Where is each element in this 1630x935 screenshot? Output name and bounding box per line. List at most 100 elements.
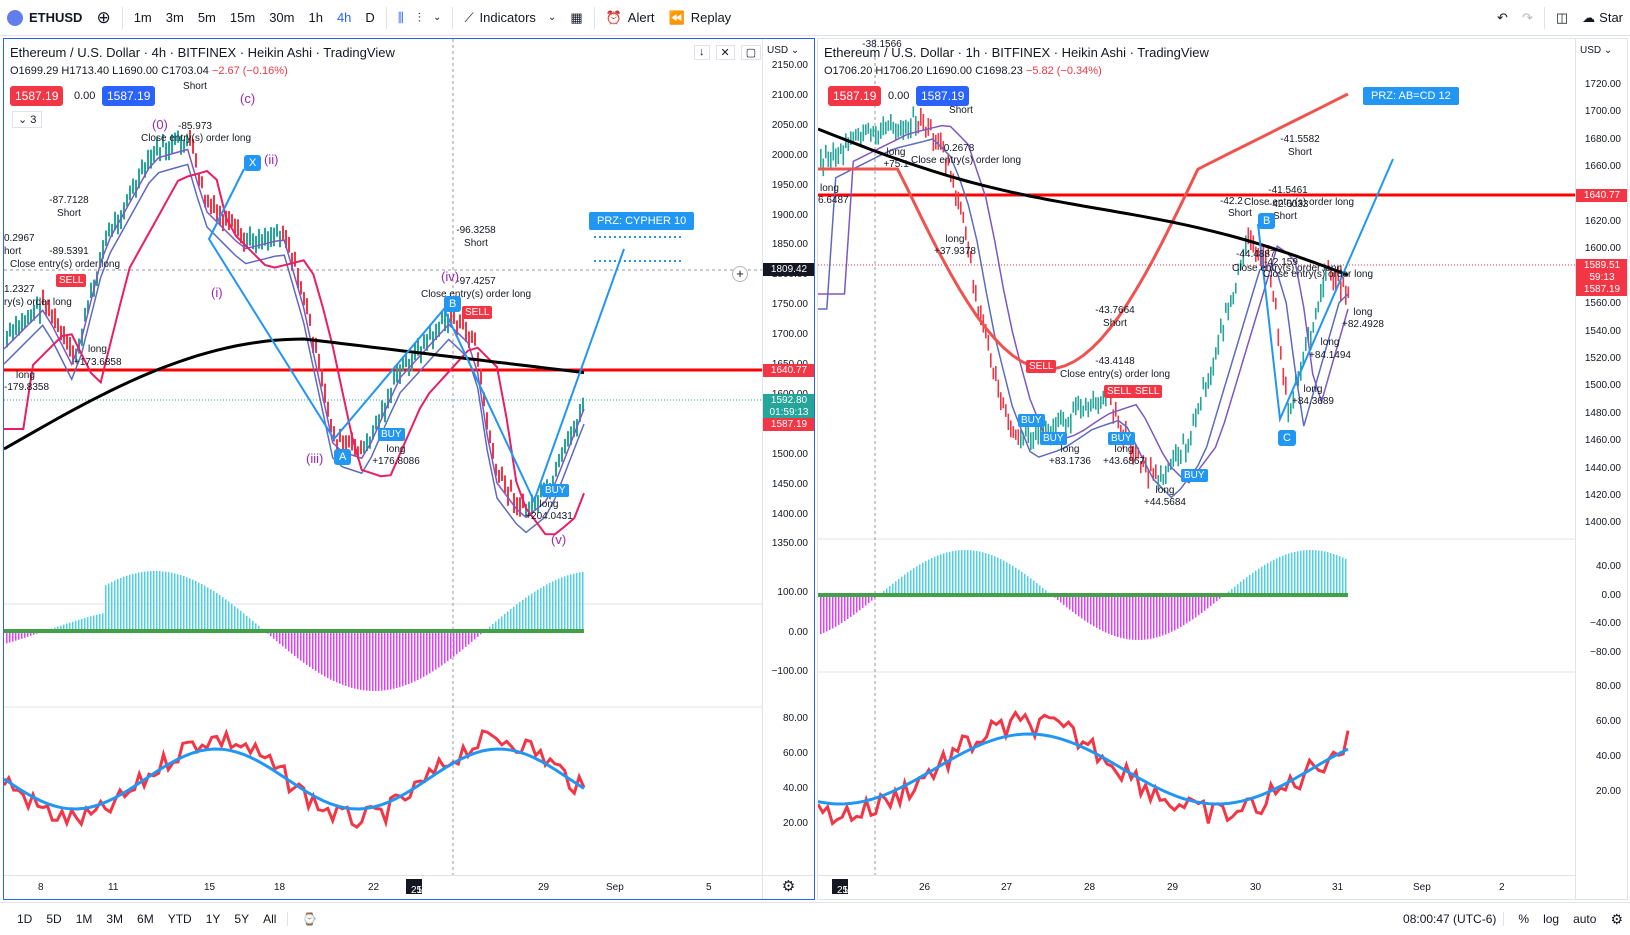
candle [1070, 413, 1072, 434]
buy-price-button[interactable]: 1587.19 [916, 86, 970, 106]
pattern-point-b[interactable]: B [444, 296, 462, 312]
candle [1157, 474, 1160, 491]
candle [1212, 357, 1215, 376]
crosshair-date: 25 Aug '22 [411, 885, 429, 899]
histogram-bar [120, 577, 122, 631]
left-chart-canvas[interactable] [4, 39, 815, 900]
histogram-bar [1015, 567, 1017, 595]
interval-3m[interactable]: 3m [165, 10, 184, 25]
add-alert-icon[interactable]: + [732, 266, 748, 282]
candle [1032, 431, 1035, 449]
symbol-search[interactable]: ETHUSD [0, 0, 89, 36]
candle [1185, 443, 1187, 463]
annotation: Short [57, 208, 81, 219]
layouts-button[interactable]: ▦ [563, 0, 589, 36]
annotation: +176.8086 [372, 456, 420, 467]
candle [126, 194, 128, 207]
currency-selector[interactable]: USD ⌄ [767, 45, 800, 56]
settings-gear-icon[interactable]: ⚙ [1610, 910, 1623, 927]
left-chart-pane[interactable]: Ethereum / U.S. Dollar · 4h · BITFINEX ·… [3, 38, 815, 900]
arrow-down-icon[interactable]: ↓ [694, 45, 710, 60]
candle [513, 493, 515, 514]
range-3m[interactable]: 3M [106, 912, 124, 926]
close-icon[interactable]: ✕ [715, 45, 735, 60]
indicators-button[interactable]: ⟋ Indicators ⌄ [457, 0, 563, 36]
maximize-icon[interactable]: ▢ [740, 45, 762, 60]
right-chart-canvas[interactable] [818, 39, 1628, 900]
right-chart-pane[interactable]: Ethereum / U.S. Dollar · 1h · BITFINEX ·… [817, 38, 1628, 900]
candle [840, 143, 842, 154]
interval-d[interactable]: D [365, 10, 375, 25]
candle [1140, 460, 1142, 474]
histogram-bar [57, 626, 59, 631]
candle [570, 426, 572, 445]
log-toggle[interactable]: log [1543, 912, 1560, 926]
histogram-bar [24, 631, 26, 638]
candle [997, 379, 1000, 398]
auto-toggle[interactable]: auto [1573, 912, 1597, 926]
alert-button[interactable]: ⏰ Alert [599, 0, 662, 36]
chart-type-button[interactable]: ⫶ ⌄ [411, 0, 449, 36]
candle [333, 426, 335, 442]
range-5d[interactable]: 5D [46, 912, 62, 926]
candle [453, 311, 455, 324]
histogram-bar [1066, 595, 1068, 608]
prz-label[interactable]: PRZ: CYPHER 10 [589, 212, 695, 230]
date-range-button[interactable]: ⌚ [287, 912, 324, 926]
prz-label[interactable]: PRZ: AB=CD 12 [1363, 87, 1459, 105]
interval-15m[interactable]: 15m [229, 10, 256, 25]
interval-1h[interactable]: 1h [308, 10, 323, 25]
replay-button[interactable]: ⏪ Replay [662, 0, 739, 36]
ohlc-high: H1713.40 [61, 65, 110, 77]
range-5y[interactable]: 5Y [234, 912, 250, 926]
buy-price-button[interactable]: 1587.19 [102, 86, 156, 106]
candle [960, 201, 962, 215]
pattern-point-c[interactable]: C [1278, 430, 1296, 446]
layout-split-button[interactable]: ◫ [1549, 0, 1575, 36]
pattern-point-a[interactable]: A [334, 449, 352, 465]
pattern-point-x[interactable]: X [244, 155, 262, 171]
annotation: +37.9378 [934, 246, 976, 257]
annotation: Close entry(s) order long [1059, 369, 1171, 380]
interval-30m[interactable]: 30m [269, 10, 295, 25]
histogram-bar [153, 571, 155, 631]
range-1m[interactable]: 1M [75, 912, 93, 926]
percent-toggle[interactable]: % [1503, 912, 1536, 926]
sell-price-button[interactable]: 1587.19 [10, 86, 64, 106]
candle [1317, 301, 1320, 313]
range-6m[interactable]: 6M [137, 912, 154, 926]
candle [360, 440, 362, 455]
right-time-axis[interactable]: 25 Aug '22 10:00 26 27 28 29 30 31 Sep 2 [818, 875, 1575, 899]
compare-button[interactable]: ⊕ [89, 0, 117, 36]
right-price-axis[interactable]: USD ⌄ 1720.001700.001680.001660.001640.0… [1575, 39, 1627, 899]
start-button[interactable]: ☁ Star [1575, 0, 1630, 36]
sell-price-button[interactable]: 1587.19 [828, 86, 882, 106]
candle [850, 131, 852, 145]
candle [1005, 404, 1007, 417]
interval-4h[interactable]: 4h [336, 10, 352, 25]
settings-gear-icon[interactable]: ⚙ [762, 875, 814, 899]
candle [531, 494, 533, 515]
histogram-bar [333, 631, 335, 682]
range-ytd[interactable]: YTD [167, 912, 192, 926]
redo-button[interactable]: ↷ [1515, 0, 1540, 36]
range-all[interactable]: All [263, 912, 277, 926]
range-1y[interactable]: 1Y [205, 912, 221, 926]
indicators-collapse-button[interactable]: ⌄ 3 [12, 111, 43, 128]
bar-style-button[interactable]: ⫼ [391, 0, 411, 36]
range-1d[interactable]: 1D [17, 912, 33, 926]
undo-button[interactable]: ↶ [1490, 0, 1515, 36]
candle [1012, 426, 1015, 438]
candle [1272, 290, 1275, 302]
interval-5m[interactable]: 5m [197, 10, 216, 25]
crosshair-price-label: 1809.42 [763, 263, 814, 276]
clock-time[interactable]: 08:00:47 (UTC-6) [1403, 912, 1497, 926]
candle [1322, 278, 1325, 298]
pattern-point-b[interactable]: B [1258, 213, 1276, 229]
left-time-axis[interactable]: 8 11 15 18 22 25 Aug '22 10:00 29 Sep 5 [4, 875, 762, 899]
left-price-axis[interactable]: USD ⌄ 2150.00 2100.00 2050.00 2000.00 1950.0… [762, 39, 814, 899]
candle [910, 118, 912, 139]
currency-selector[interactable]: USD ⌄ [1580, 45, 1613, 56]
interval-1m[interactable]: 1m [133, 10, 152, 25]
histogram-bar [531, 593, 533, 631]
